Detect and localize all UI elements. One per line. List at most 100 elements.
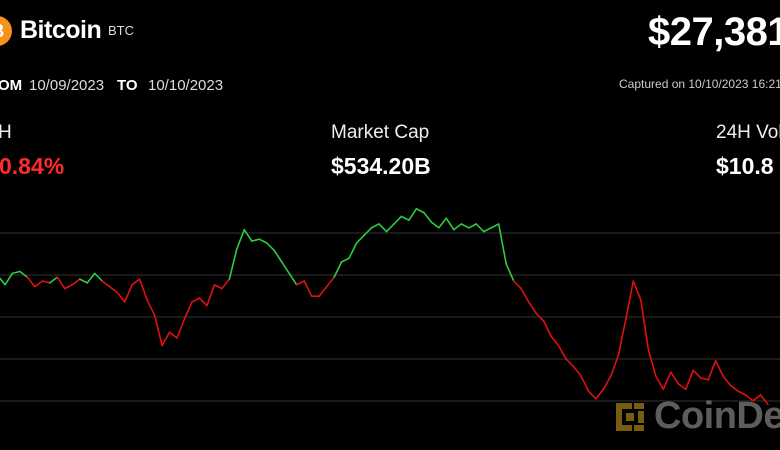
price-line-segment [527, 301, 537, 315]
price-line-segment [348, 242, 358, 259]
price-line-segment [557, 344, 567, 360]
price-line-segment [206, 284, 216, 307]
price-line-segment [258, 238, 268, 244]
price-line-segment [632, 280, 642, 301]
volume-label: 24H Vol [716, 122, 780, 143]
price-line-segment [213, 284, 223, 290]
coindesk-logo-icon [616, 402, 644, 431]
change-value: 0.84% [0, 153, 65, 179]
asset-name: Bitcoin [20, 16, 102, 44]
price-line-segment [26, 276, 36, 288]
price-line-segment [19, 270, 29, 278]
price-line-segment [79, 278, 89, 284]
price-line-segment [370, 223, 380, 229]
price-line-segment [378, 223, 388, 233]
current-price: $27,381 [648, 10, 780, 54]
price-line-segment [325, 276, 335, 288]
price-line-segment [303, 280, 313, 297]
price-line-segment [34, 280, 44, 288]
price-line-segment [56, 276, 66, 290]
price-line-segment [295, 280, 306, 286]
price-line-segment [48, 276, 59, 284]
price-line-segment [251, 238, 261, 242]
price-line-segment [86, 272, 96, 284]
price-line-segment [101, 280, 111, 288]
price-line-segment [654, 375, 665, 391]
to-date: 10/10/2023 [148, 77, 224, 94]
price-line-segment [572, 365, 582, 377]
asset-symbol: BTC [108, 23, 134, 38]
price-line-segment [699, 377, 710, 381]
market-cap-value: $534.20B [331, 153, 431, 179]
price-line-segment [669, 371, 680, 385]
price-line-segment [625, 280, 635, 320]
price-line-segment [64, 284, 74, 290]
price-line-segment [108, 285, 118, 294]
price-line-segment [318, 285, 328, 297]
price-line-segment [497, 223, 508, 265]
price-line [0, 207, 769, 406]
price-line-segment [684, 369, 695, 391]
price-line-segment [198, 297, 208, 307]
price-line-segment [4, 272, 14, 286]
price-line-segment [153, 314, 163, 347]
price-line-segment [11, 270, 21, 275]
price-line-segment [168, 331, 178, 339]
price-line-segment [587, 390, 597, 400]
chart-grid [0, 232, 780, 402]
price-line-segment [161, 331, 171, 347]
price-line-segment [430, 221, 440, 229]
price-line-segment [460, 223, 470, 229]
price-line-segment [123, 284, 133, 303]
price-line-segment [265, 242, 276, 252]
price-line-segment [677, 382, 687, 391]
coindesk-wordmark: CoinDe [654, 395, 780, 437]
price-line-segment [647, 348, 657, 377]
to-label: TO [117, 77, 138, 94]
volume-value: $10.8 [716, 153, 774, 179]
price-line-segment [752, 394, 762, 402]
price-line-segment [602, 375, 612, 391]
price-line-segment [595, 388, 605, 400]
price-line-segment [722, 375, 732, 387]
price-line-segment [714, 360, 724, 377]
price-line-segment [228, 247, 238, 280]
price-line-segment [445, 217, 455, 231]
price-line-segment [565, 358, 575, 368]
from-date: 10/09/2023 [29, 77, 105, 94]
price-line-segment [707, 360, 717, 381]
price-line-segment [131, 278, 141, 286]
price-line-segment [385, 223, 395, 233]
price-line-segment [138, 278, 148, 301]
price-line-segment [423, 211, 433, 223]
price-line-segment [363, 226, 373, 237]
price-line-segment [505, 263, 515, 282]
price-line-segment [243, 228, 253, 242]
price-line-segment [759, 394, 769, 406]
price-line-segment [93, 272, 103, 282]
price-line-segment [482, 226, 493, 233]
price-line-segment [340, 257, 350, 263]
coindesk-watermark: CoinDe [612, 395, 780, 438]
price-line-segment [176, 318, 186, 339]
price-line-segment [273, 249, 283, 263]
price-line-segment [333, 261, 343, 278]
price-line-segment [550, 335, 560, 347]
price-line-segment [610, 354, 620, 377]
price-line-segment [0, 277, 6, 286]
bitcoin-logo-icon: ₿ [0, 16, 12, 46]
price-line-segment [221, 278, 231, 290]
price-line-segment [437, 217, 448, 229]
price-line-segment [146, 299, 156, 316]
price-line-segment [280, 261, 291, 275]
price-line-segment [183, 301, 193, 320]
price-line-segment [236, 228, 246, 250]
price-line-segment [662, 371, 672, 391]
price-line-segment [452, 223, 463, 231]
price-line-segment [617, 318, 627, 356]
from-label: OM [0, 77, 23, 94]
change-label: H [0, 122, 12, 143]
price-line-segment [400, 215, 410, 222]
price-line-segment [41, 280, 51, 284]
price-line-segment [71, 278, 81, 286]
